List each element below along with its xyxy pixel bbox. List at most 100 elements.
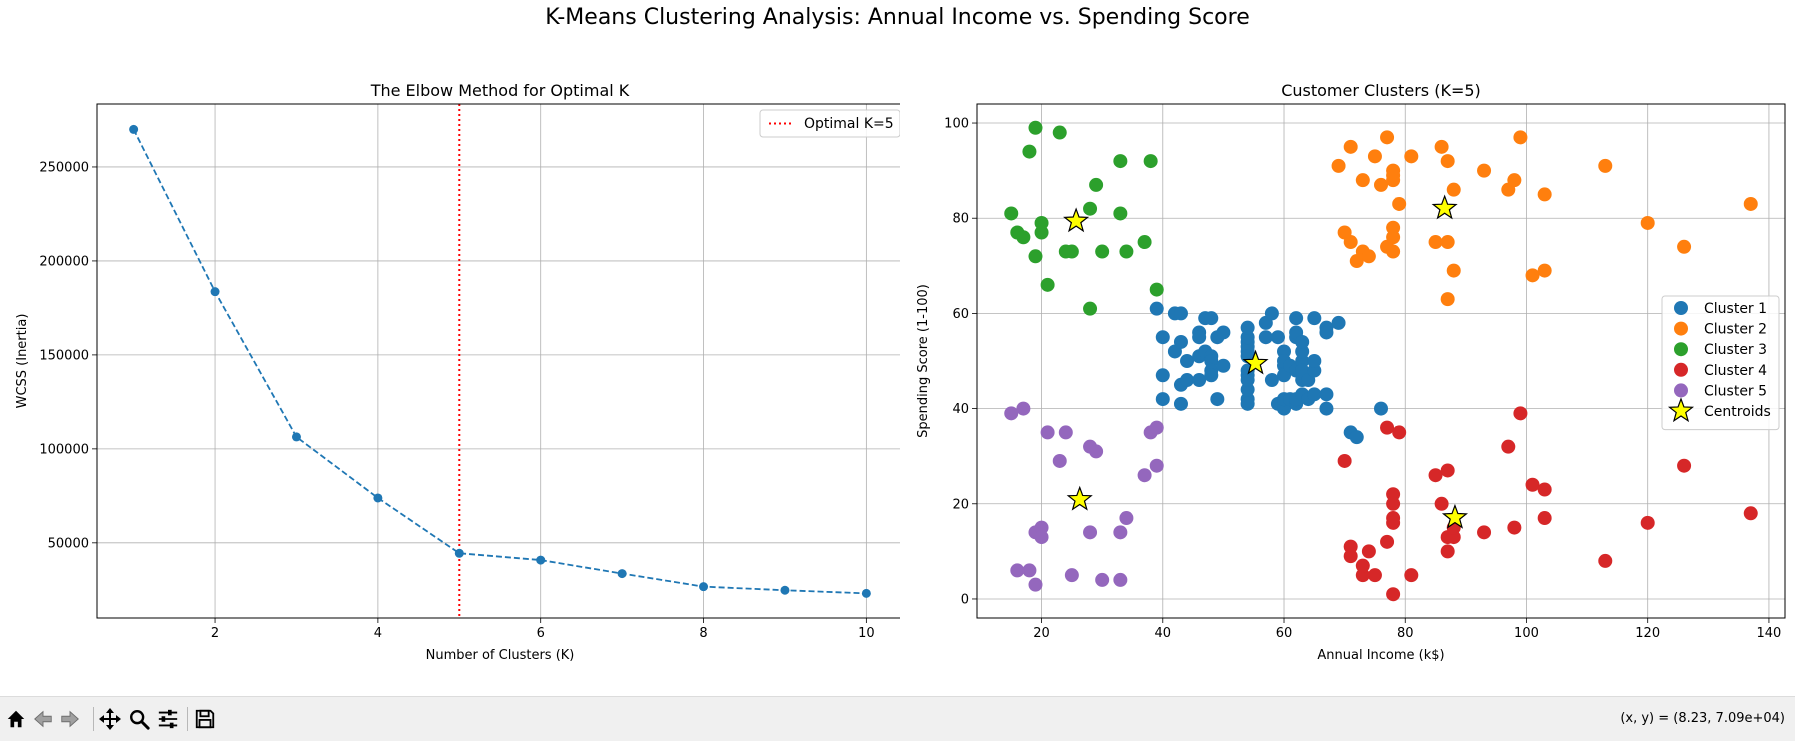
cluster-1-point xyxy=(1270,330,1285,345)
cluster-2-point xyxy=(1404,149,1419,164)
cluster-2-point xyxy=(1386,244,1401,259)
legend-marker xyxy=(1674,342,1688,357)
cluster-5-point xyxy=(1064,568,1079,583)
centroid-star xyxy=(1441,503,1469,529)
legend-label: Cluster 1 xyxy=(1704,301,1767,317)
cluster-5-point xyxy=(1113,572,1128,587)
cluster-1-point xyxy=(1204,368,1219,383)
cluster-5-point xyxy=(1004,406,1019,421)
cluster-2-point xyxy=(1513,130,1528,145)
y-tick-label: 50000 xyxy=(48,536,89,551)
y-tick-label: 60 xyxy=(952,307,969,322)
x-tick-label: 2 xyxy=(211,626,219,641)
cluster-4-point xyxy=(1386,587,1401,602)
cluster-2-point xyxy=(1367,149,1382,164)
zoom-icon xyxy=(130,710,150,730)
cluster-4-point xyxy=(1477,525,1492,540)
cluster-1-point xyxy=(1240,373,1255,388)
legend-marker xyxy=(1674,321,1688,336)
wcss-line xyxy=(132,129,867,595)
cluster-1-point xyxy=(1258,330,1273,345)
cluster-1-point xyxy=(1374,401,1388,416)
cluster-2-point xyxy=(1374,177,1388,192)
y-tick-label: 20 xyxy=(952,497,969,512)
cluster-4-point xyxy=(1525,477,1540,492)
elbow-chart: 2 4 6 8 10 50000 100000 150000 200000 250000 The E… xyxy=(15,81,900,663)
cluster-2-point xyxy=(1361,249,1376,264)
cluster-2-point xyxy=(1598,158,1613,173)
y-tick-label: 0 xyxy=(961,592,969,607)
cluster-chart: 20 40 60 80 100 120 140 0 20 40 60 80 100 Customer Cl… xyxy=(916,81,1786,663)
x-tick-label: 10 xyxy=(858,626,875,641)
cluster-4-point xyxy=(1428,468,1443,483)
cluster-1-point xyxy=(1319,401,1334,416)
cluster-4-point xyxy=(1355,558,1370,573)
wcss-point xyxy=(861,588,871,598)
wcss-point xyxy=(291,432,301,442)
x-tick-label: 60 xyxy=(1276,626,1293,641)
save-icon xyxy=(195,709,215,729)
cluster-4-point xyxy=(1537,511,1552,526)
cluster-2-point xyxy=(1386,168,1401,183)
cluster-3-point xyxy=(1143,154,1158,169)
cluster-5-point xyxy=(1095,572,1110,587)
cluster-4-point xyxy=(1386,496,1401,511)
forward-icon xyxy=(61,710,79,728)
x-axis-label: Number of Clusters (K) xyxy=(426,648,575,663)
back-button[interactable] xyxy=(30,706,56,732)
forward-button[interactable] xyxy=(57,706,83,732)
cluster-5-point xyxy=(1113,525,1128,540)
home-icon xyxy=(7,710,25,728)
save-button[interactable] xyxy=(192,706,218,732)
cluster-4-point xyxy=(1380,420,1395,435)
cluster-4-point xyxy=(1501,439,1516,454)
cluster-3-point xyxy=(1028,120,1043,135)
y-tick-label: 100 xyxy=(944,117,969,132)
cluster-5-point xyxy=(1034,530,1049,545)
pan-button[interactable] xyxy=(97,706,123,732)
cluster-3-point xyxy=(1040,277,1055,292)
cluster-5-point xyxy=(1028,577,1043,592)
cluster-1-point xyxy=(1155,368,1170,383)
cluster-5-point xyxy=(1083,525,1098,540)
cluster-2-point xyxy=(1446,182,1461,197)
wcss-point xyxy=(699,582,709,592)
cluster-5-point xyxy=(1052,453,1067,468)
cluster-1-point xyxy=(1289,311,1304,326)
legend-box xyxy=(1661,295,1780,431)
cluster-2-point xyxy=(1537,187,1552,202)
x-tick-label: 80 xyxy=(1397,626,1414,641)
cluster-1-point xyxy=(1173,334,1188,349)
zoom-button[interactable] xyxy=(126,706,152,732)
legend-marker xyxy=(1674,383,1688,398)
cluster-3-point xyxy=(1083,301,1098,316)
cluster-4-point xyxy=(1337,453,1352,468)
centroid-star xyxy=(1063,207,1090,233)
cluster-4-point xyxy=(1361,544,1376,559)
cluster-5-point xyxy=(1022,563,1037,578)
cluster-3-point xyxy=(1028,249,1043,264)
legend-label: Optimal K=5 xyxy=(804,116,894,132)
y-tick-label: 40 xyxy=(952,402,969,417)
cluster-1-point xyxy=(1216,358,1231,373)
home-button[interactable] xyxy=(3,706,29,732)
cluster-1-point xyxy=(1192,330,1207,345)
legend-marker xyxy=(1674,301,1688,315)
cluster-2-point xyxy=(1380,130,1395,145)
cluster-1-point xyxy=(1264,373,1279,388)
cluster-1-point xyxy=(1264,306,1279,321)
cluster-3-point xyxy=(1016,230,1031,245)
cluster-2-point xyxy=(1355,173,1370,188)
cluster-3-point xyxy=(1089,177,1104,192)
cluster-4-point xyxy=(1507,520,1522,535)
cluster-2-point xyxy=(1392,196,1407,211)
cluster-1-point xyxy=(1216,325,1231,340)
x-tick-label: 6 xyxy=(537,626,545,641)
cluster-5-point xyxy=(1040,425,1055,440)
configure-button[interactable] xyxy=(155,706,181,732)
cluster-4-point xyxy=(1343,549,1358,564)
wcss-point xyxy=(617,569,627,579)
cluster-2-point xyxy=(1677,239,1692,254)
cluster-1-point xyxy=(1204,311,1219,326)
cluster-4-point xyxy=(1743,506,1758,521)
